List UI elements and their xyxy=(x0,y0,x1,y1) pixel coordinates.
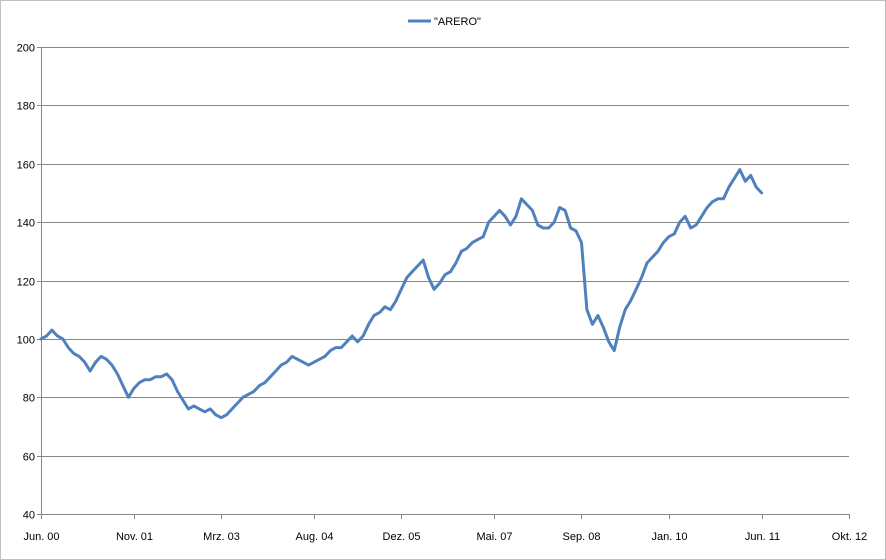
series-layer xyxy=(39,168,764,420)
x-tick-label: Mai. 07 xyxy=(476,531,512,543)
x-tick-label: Jan. 10 xyxy=(651,531,687,543)
x-tick-label: Mrz. 03 xyxy=(203,531,240,543)
legend: "ARERO" xyxy=(408,16,481,28)
y-tick-label: 40 xyxy=(23,510,35,522)
gridlines xyxy=(41,47,849,515)
y-tick-label: 60 xyxy=(23,452,35,464)
y-tick-label: 120 xyxy=(17,277,35,289)
x-tick-label: Nov. 01 xyxy=(116,531,153,543)
y-tick-label: 180 xyxy=(17,101,35,113)
x-tick-label: Dez. 05 xyxy=(383,531,421,543)
y-tick-label: 140 xyxy=(17,218,35,230)
x-tick-label: Jun. 11 xyxy=(745,531,780,543)
axes: 40 60 80 100 120 140 160 180 200 Jun. 00 Nov. 01 Mr… xyxy=(17,43,868,544)
y-tick-label: 160 xyxy=(17,160,35,172)
x-tick-label: Aug. 04 xyxy=(296,531,334,543)
x-tick-label: Sep. 08 xyxy=(563,531,601,543)
x-tick-label: Jun. 00 xyxy=(23,531,59,543)
series-line-arero xyxy=(39,168,764,420)
y-tick-label: 200 xyxy=(17,43,35,55)
y-tick-label: 100 xyxy=(17,335,35,347)
x-tick-label: Okt. 12 xyxy=(832,531,867,543)
legend-label: "ARERO" xyxy=(434,16,481,28)
y-tick-label: 80 xyxy=(23,393,35,405)
